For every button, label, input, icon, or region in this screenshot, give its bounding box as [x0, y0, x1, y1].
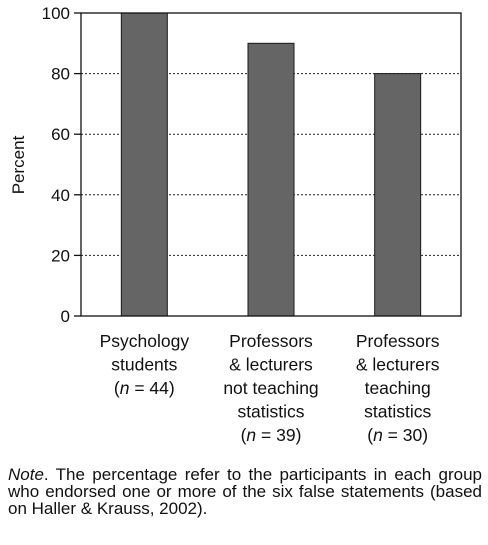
- y-tick-label: 0: [61, 307, 70, 326]
- x-category-label-line: Professors: [229, 331, 313, 351]
- x-category-label-line: & lecturers: [356, 355, 440, 375]
- note-label: Note: [8, 465, 44, 484]
- note-text: . The percentage refer to the participan…: [8, 465, 482, 518]
- bars: [120, 12, 422, 317]
- x-category-label: Professors & lecturers not teaching statist…: [223, 331, 318, 445]
- y-tick-label: 100: [42, 4, 70, 23]
- plot-frame: [80, 12, 462, 317]
- bar: [247, 42, 295, 317]
- y-axis-ticks: 0 20 40 60 80 100: [42, 4, 81, 326]
- axes: [80, 12, 462, 317]
- x-category-label-line: & lecturers: [229, 355, 313, 375]
- y-tick-label: 60: [51, 125, 70, 144]
- bar: [120, 12, 168, 317]
- x-category-label: Psychology students (n = 44): [100, 331, 190, 398]
- x-category-label-line: students: [111, 355, 177, 375]
- x-category-label-line: (n = 39): [241, 425, 302, 445]
- y-axis-title: Percent: [9, 135, 28, 194]
- x-category-label-line: not teaching: [223, 378, 318, 398]
- y-tick-label: 20: [51, 246, 70, 265]
- x-axis-category-labels: Psychology students (n = 44) Professors & le…: [100, 331, 440, 445]
- x-category-label-line: (n = 44): [114, 378, 175, 398]
- bar: [374, 73, 422, 317]
- x-category-label-line: Psychology: [100, 331, 190, 351]
- x-category-label-line: (n = 30): [367, 425, 428, 445]
- x-category-label-line: Professors: [356, 331, 440, 351]
- x-category-label-line: teaching: [365, 378, 431, 398]
- x-category-label: Professors & lecturers teaching statistics (…: [356, 331, 440, 445]
- y-tick-label: 80: [51, 65, 70, 84]
- x-category-label-line: statistics: [364, 402, 431, 422]
- figure-note: Note. The percentage refer to the partic…: [8, 466, 482, 517]
- x-category-label-line: statistics: [237, 402, 304, 422]
- y-tick-label: 40: [51, 186, 70, 205]
